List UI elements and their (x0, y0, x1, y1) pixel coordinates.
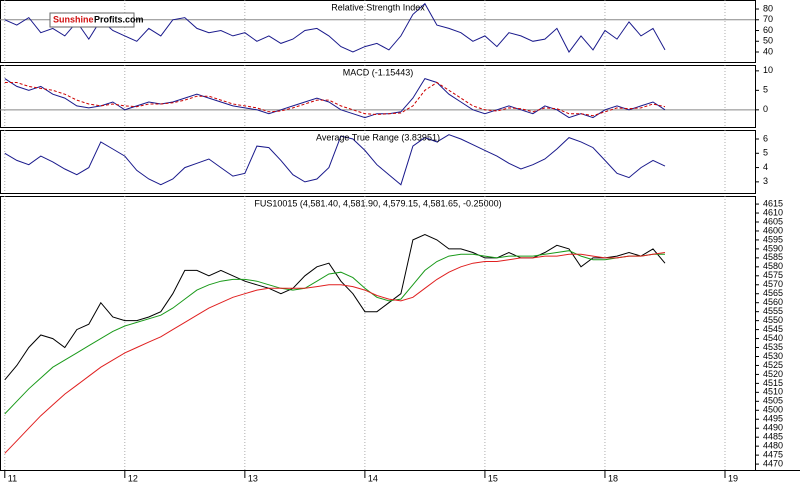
y-tick-label: 4590 (763, 243, 783, 253)
y-tick-label: 4545 (763, 324, 783, 334)
panel-frame (0, 130, 756, 194)
series-line (4, 78, 666, 119)
y-tick-label: 4600 (763, 225, 783, 235)
y-tick-label: 60 (763, 25, 773, 35)
x-tick-label: 12 (128, 473, 138, 483)
y-tick-label: 4520 (763, 369, 783, 379)
y-tick-label: 4510 (763, 387, 783, 397)
y-tick-label: 3 (763, 176, 768, 186)
y-tick-label: 10 (763, 65, 773, 75)
y-tick-label: 70 (763, 14, 773, 24)
series-line (4, 234, 666, 381)
logo: Sunshine Profits.com (49, 12, 144, 28)
panel-title: MACD (-1.15443) (343, 67, 414, 77)
y-tick-label: 4490 (763, 423, 783, 433)
panel-frame (0, 0, 756, 63)
y-tick-label: 4485 (763, 432, 783, 442)
y-tick-label: 4595 (763, 234, 783, 244)
y-tick-label: 4530 (763, 351, 783, 361)
y-tick-label: 4480 (763, 441, 783, 451)
x-tick-label: 15 (488, 473, 498, 483)
y-tick-label: 4525 (763, 360, 783, 370)
y-tick-label: 4560 (763, 297, 783, 307)
y-tick-label: 5 (763, 85, 768, 95)
panel-title: Relative Strength Index (331, 2, 425, 12)
y-tick-label: 50 (763, 36, 773, 46)
logo-box (49, 12, 135, 28)
y-tick-label: 4505 (763, 396, 783, 406)
series-line (4, 134, 666, 186)
logo-first: Sunshine (53, 14, 94, 24)
y-tick-label: 4535 (763, 342, 783, 352)
y-tick-label: 4610 (763, 207, 783, 217)
y-tick-label: 4475 (763, 449, 783, 459)
y-tick-label: 4580 (763, 261, 783, 271)
y-tick-label: 4585 (763, 252, 783, 262)
y-tick-label: 4570 (763, 279, 783, 289)
x-tick-label: 19 (728, 473, 738, 483)
panel-frame (0, 65, 756, 128)
x-tick-label: 18 (608, 473, 618, 483)
y-tick-label: 4550 (763, 315, 783, 325)
series-line (4, 252, 666, 454)
y-tick-label: 4605 (763, 216, 783, 226)
y-tick-label: 4495 (763, 414, 783, 424)
panel-title: Average True Range (3.83951) (316, 132, 440, 142)
y-tick-label: 40 (763, 46, 773, 56)
y-tick-label: 4500 (763, 405, 783, 415)
y-tick-label: 6 (763, 133, 768, 143)
series-line (4, 81, 666, 117)
y-tick-label: 80 (763, 3, 773, 13)
y-tick-label: 4575 (763, 270, 783, 280)
y-tick-label: 0 (763, 104, 768, 114)
panel-title: FUS10015 (4,581.40, 4,581.90, 4,579.15, … (254, 198, 501, 208)
y-tick-label: 4555 (763, 306, 783, 316)
y-tick-label: 5 (763, 148, 768, 158)
y-tick-label: 4 (763, 162, 768, 172)
y-tick-label: 4565 (763, 288, 783, 298)
logo-second: Profits.com (94, 14, 144, 24)
x-tick-label: 14 (368, 473, 378, 483)
x-tick-label: 13 (248, 473, 258, 483)
y-tick-label: 4540 (763, 333, 783, 343)
y-tick-label: 4515 (763, 378, 783, 388)
series-line (4, 250, 665, 415)
y-tick-label: 4615 (763, 198, 783, 208)
y-tick-label: 4470 (763, 458, 783, 468)
x-tick-label: 11 (8, 473, 17, 483)
series-line (4, 2, 666, 53)
